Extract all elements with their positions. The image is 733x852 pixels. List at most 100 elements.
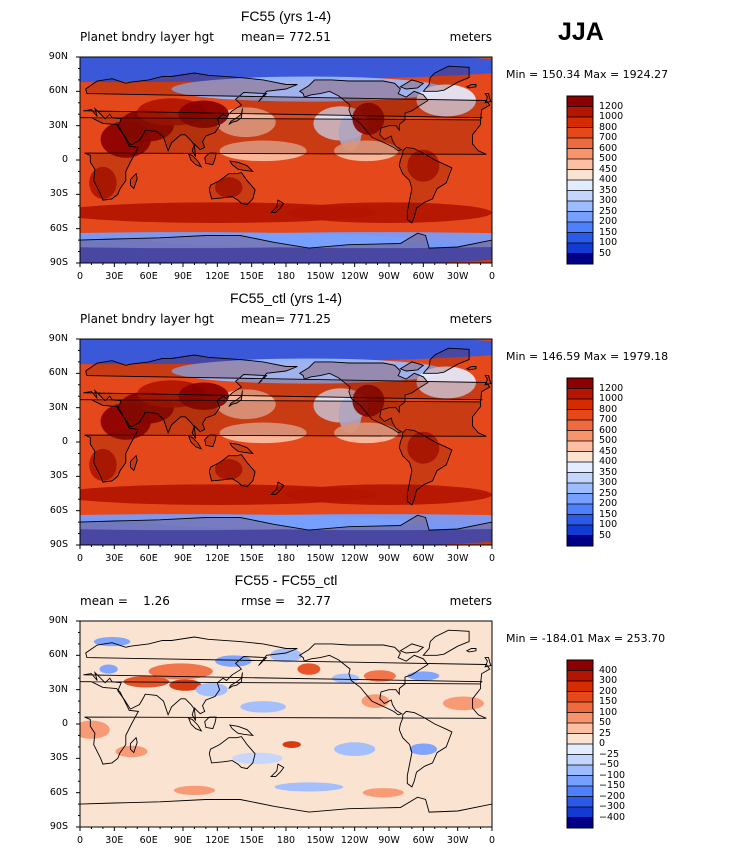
field-contour-region (99, 664, 118, 674)
field-contour-region (232, 752, 283, 765)
colorbar-swatch (567, 483, 593, 494)
colorbar-swatch (567, 702, 593, 713)
colorbar-level-label: 700 (599, 132, 618, 143)
field-contour-region (215, 655, 252, 667)
lon-label: 60W (412, 835, 435, 846)
coastline-south-america (398, 428, 453, 506)
coastline-antarctica (80, 796, 492, 827)
colorbar-swatch (567, 211, 593, 223)
field-contour-region (361, 694, 389, 708)
coastline-eurasia (83, 354, 491, 439)
coastline-new-zealand (270, 481, 285, 496)
lon-label: 90E (173, 271, 193, 282)
lat-label: 90N (48, 615, 68, 626)
colorbar-swatch (567, 106, 593, 118)
coastline-greenland (422, 347, 470, 374)
lat-label: 30N (48, 401, 68, 413)
colorbar-level-label: −100 (599, 769, 626, 781)
colorbar-swatch (567, 409, 593, 421)
colorbar-level-label: 350 (599, 184, 618, 196)
colorbar-level-label: 250 (599, 487, 618, 499)
units-label: meters (449, 312, 492, 326)
field-contour-region (80, 339, 492, 365)
field-contour-region (416, 366, 476, 399)
panel-title: FC55_ctl (yrs 1-4) (229, 290, 343, 306)
lat-label: 60N (48, 367, 68, 379)
colorbar-swatch (567, 243, 593, 254)
colorbar-swatch (567, 96, 593, 107)
field-contour-region (178, 382, 229, 410)
coastline-japan (228, 672, 243, 689)
colorbar-swatch (567, 138, 593, 149)
variable-label: Planet bndry layer hgt (80, 312, 214, 326)
colorbar-swatch (567, 691, 593, 703)
lon-label: 0 (76, 553, 84, 564)
colorbar-level-label: 1000 (599, 393, 624, 404)
colorbar-swatch (567, 451, 593, 463)
lon-label: 30W (446, 835, 469, 846)
lon-label: 90E (173, 835, 193, 846)
field-contour-region (352, 384, 385, 417)
colorbar-level-label: 250 (599, 205, 618, 217)
field-contour-region (215, 459, 243, 480)
lat-label: 0 (61, 436, 68, 447)
colorbar-swatch (567, 180, 593, 191)
colorbar-level-label: 200 (599, 498, 618, 509)
coastline-madagascar (129, 454, 138, 472)
colorbar-swatch (567, 504, 593, 515)
coastline-madagascar (129, 172, 138, 190)
lat-label: 30N (48, 683, 68, 695)
field-contour-region (352, 102, 385, 135)
lon-label: 120E (205, 553, 230, 564)
colorbar-level-label: 1000 (599, 111, 624, 122)
lat-label: 30S (49, 188, 68, 200)
lon-label: 150E (239, 271, 264, 282)
coastline-baffin (399, 643, 425, 654)
colorbar-swatch (567, 493, 593, 505)
colorbar-level-label: 100 (599, 706, 618, 718)
lon-label: 120W (340, 835, 369, 846)
colorbar-swatch (567, 201, 593, 212)
colorbar-swatch (567, 388, 593, 400)
coastline-greenland (422, 65, 470, 92)
lon-label: 120W (340, 271, 369, 282)
lon-label: 120E (205, 271, 230, 282)
colorbar-swatch (567, 660, 593, 671)
colorbar-swatch (567, 472, 593, 484)
map-panel-model: FC55 (yrs 1-4) Planet bndry layer hgt me… (0, 6, 733, 288)
coastline-new-zealand (270, 199, 285, 214)
coastline-north-america (298, 643, 429, 716)
colorbar-level-label: −300 (599, 801, 626, 812)
colorbar-level-label: −150 (599, 780, 626, 791)
colorbar-swatch (567, 420, 593, 431)
coastline-new-guinea (228, 724, 255, 737)
colorbar-swatch (567, 723, 593, 734)
colorbar-level-label: 400 (599, 456, 618, 467)
coastline-africa (80, 681, 487, 765)
lat-label: 90S (49, 257, 68, 268)
field-contour-region (173, 785, 216, 795)
colorbar-swatch (567, 190, 593, 202)
coastline-iceland (465, 648, 477, 653)
field-contour-region (219, 422, 307, 444)
field-contour-region (282, 741, 301, 749)
coastline-britain (484, 375, 492, 386)
lon-label: 60W (412, 271, 435, 282)
lon-label: 150W (306, 835, 335, 846)
lon-label: 30E (105, 835, 124, 846)
colorbar-level-label: 25 (599, 727, 612, 739)
colorbar-swatch (567, 169, 593, 181)
colorbar-level-label: 100 (599, 237, 618, 248)
variable-label: Planet bndry layer hgt (80, 30, 214, 44)
coastline-new-guinea (228, 160, 255, 173)
field-contour-region (407, 671, 440, 681)
map-figure (76, 620, 594, 831)
field-contour-region (274, 782, 344, 792)
field-contour-region (409, 743, 438, 755)
coastline-africa (80, 117, 487, 201)
colorbar-swatch (567, 441, 593, 452)
colorbar-level-label: 1200 (599, 382, 624, 394)
lon-label: 60E (139, 553, 158, 564)
coastline-eurasia (83, 72, 491, 157)
units-label: meters (449, 594, 492, 608)
